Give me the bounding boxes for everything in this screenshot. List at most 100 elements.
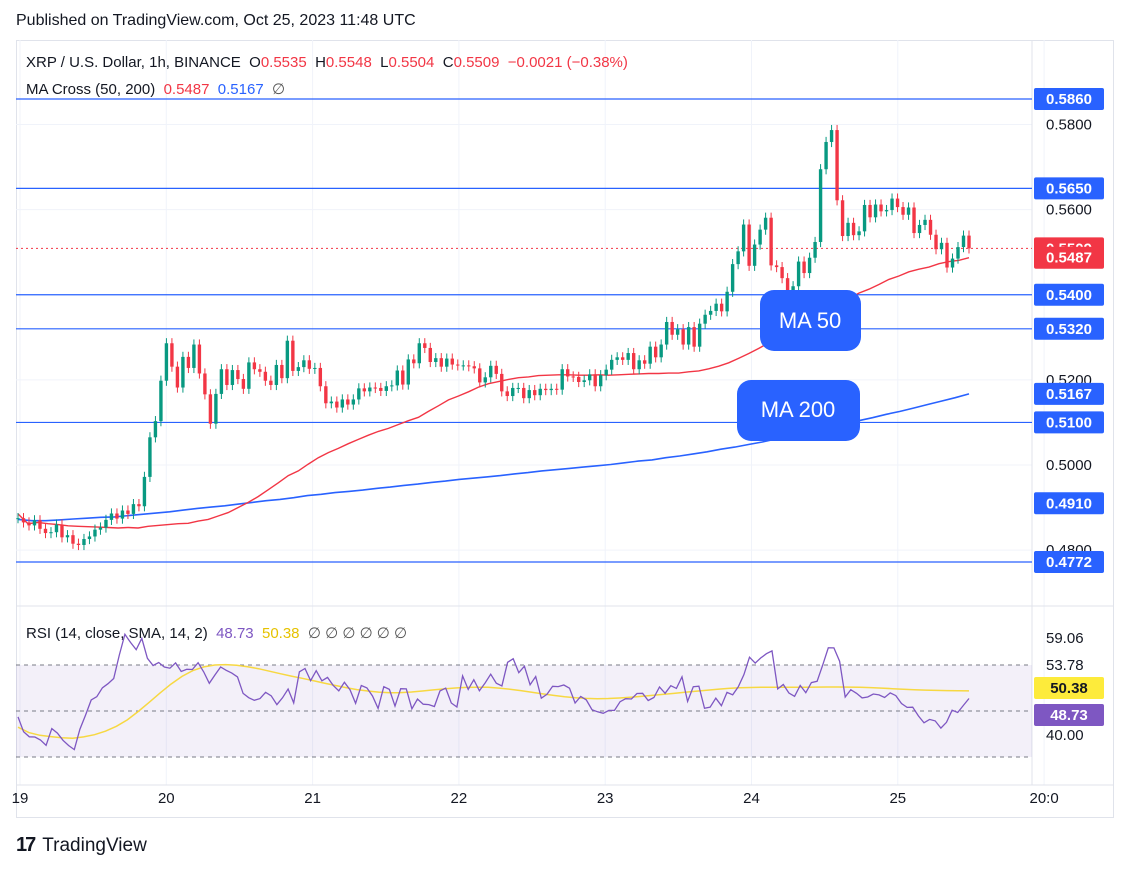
time-tick-label: 24 <box>743 790 760 807</box>
candle <box>725 286 729 317</box>
candle <box>928 214 933 240</box>
candle <box>181 351 185 393</box>
candle-body <box>785 278 790 299</box>
candle-body <box>296 367 301 371</box>
price-label-ma50: 0.5487 <box>1034 246 1104 269</box>
candle <box>351 394 356 410</box>
level-price-label: 0.5650 <box>1034 177 1104 200</box>
candle <box>214 388 218 429</box>
candle <box>868 199 872 223</box>
candle <box>670 316 674 340</box>
candle <box>802 256 806 279</box>
rsi-label: RSI (14, close, SMA, 14, 2) <box>26 625 208 642</box>
candle-body <box>961 235 966 248</box>
candle-body <box>467 365 471 367</box>
candle <box>313 362 317 374</box>
rsi-price-label: 48.73 <box>1034 704 1104 726</box>
candle <box>807 252 812 279</box>
candle <box>835 124 839 206</box>
candle <box>390 380 394 392</box>
candle <box>296 361 301 377</box>
price-label-ma50-box <box>1034 246 1104 269</box>
candle <box>934 229 938 255</box>
rsi-ma-value: 50.38 <box>261 625 300 642</box>
level-price-label-text: 0.4772 <box>1046 554 1092 571</box>
candle-body <box>390 385 394 387</box>
candle <box>813 236 817 263</box>
candle-body <box>566 369 570 377</box>
candle-body <box>873 204 878 218</box>
low-label: L <box>380 54 389 71</box>
candle <box>54 519 59 538</box>
tradingview-brand: TradingView <box>42 834 147 856</box>
candle-body <box>335 401 339 408</box>
candle-body <box>928 219 933 235</box>
candle-body <box>670 321 674 335</box>
candle-body <box>60 524 64 538</box>
candle <box>318 362 323 392</box>
candle <box>664 316 669 350</box>
horizontal-levels <box>16 98 1032 563</box>
candle <box>511 382 515 402</box>
candle <box>379 382 383 397</box>
candle-body <box>945 242 949 268</box>
ma50-value: 0.5487 <box>163 81 210 98</box>
candle-body <box>653 346 658 358</box>
candle <box>945 237 949 273</box>
candle-body <box>571 376 575 378</box>
time-axis: 19 20 21 22 23 24 25 20:0 <box>12 790 1059 807</box>
candle-body <box>324 386 328 404</box>
candle-body <box>813 241 817 258</box>
candle <box>192 339 196 374</box>
level-price-label: 0.5100 <box>1034 411 1104 434</box>
candle <box>395 365 399 391</box>
candle-body <box>796 261 801 287</box>
candle <box>203 368 207 400</box>
high-label: H <box>315 54 326 71</box>
candle-body <box>708 310 713 315</box>
candle-body <box>164 343 169 381</box>
ma-legend: MA Cross (50, 200) 0.5487 0.5167 ∅ <box>26 80 285 98</box>
ma50-callout-label: MA 50 <box>779 308 841 333</box>
rsi-axis: 59.06 53.78 40.00 50.38 48.73 <box>1034 630 1104 744</box>
candle <box>445 353 449 372</box>
candle <box>368 382 372 397</box>
candle-body <box>862 204 867 232</box>
candle <box>505 386 509 402</box>
candle <box>588 369 592 386</box>
price-label-ma50-text: 0.5487 <box>1046 250 1092 267</box>
candle <box>197 339 202 379</box>
candle-body <box>27 522 31 526</box>
candle-body <box>373 387 378 389</box>
candle <box>32 515 37 531</box>
candle-body <box>291 340 295 371</box>
candle <box>324 381 328 409</box>
price-tick-label: 0.5600 <box>1046 202 1092 219</box>
candle-body <box>98 527 103 530</box>
candle <box>269 375 273 391</box>
candle <box>302 355 306 373</box>
candle <box>516 382 520 394</box>
candle-body <box>186 356 191 368</box>
candle-body <box>76 543 81 545</box>
candle-body <box>835 130 839 201</box>
candle <box>170 338 174 372</box>
candle-body <box>747 224 751 266</box>
candle-body <box>505 391 509 397</box>
candle-body <box>719 303 724 312</box>
candle-body <box>642 360 647 364</box>
rsi-ma-price-label: 50.38 <box>1034 677 1104 699</box>
rsi-hidden-icons: ∅ ∅ ∅ ∅ ∅ ∅ <box>307 625 408 642</box>
grid-lines <box>16 40 1114 786</box>
low-value: 0.5504 <box>388 54 435 71</box>
candle-body <box>406 359 410 385</box>
candle <box>818 164 823 248</box>
candle-body <box>280 364 284 379</box>
rsi-ma-line <box>17 663 970 740</box>
candle-body <box>934 234 938 250</box>
candle-body <box>472 366 476 369</box>
candle-body <box>434 358 438 362</box>
candle-body <box>21 518 26 523</box>
candle <box>417 338 421 369</box>
